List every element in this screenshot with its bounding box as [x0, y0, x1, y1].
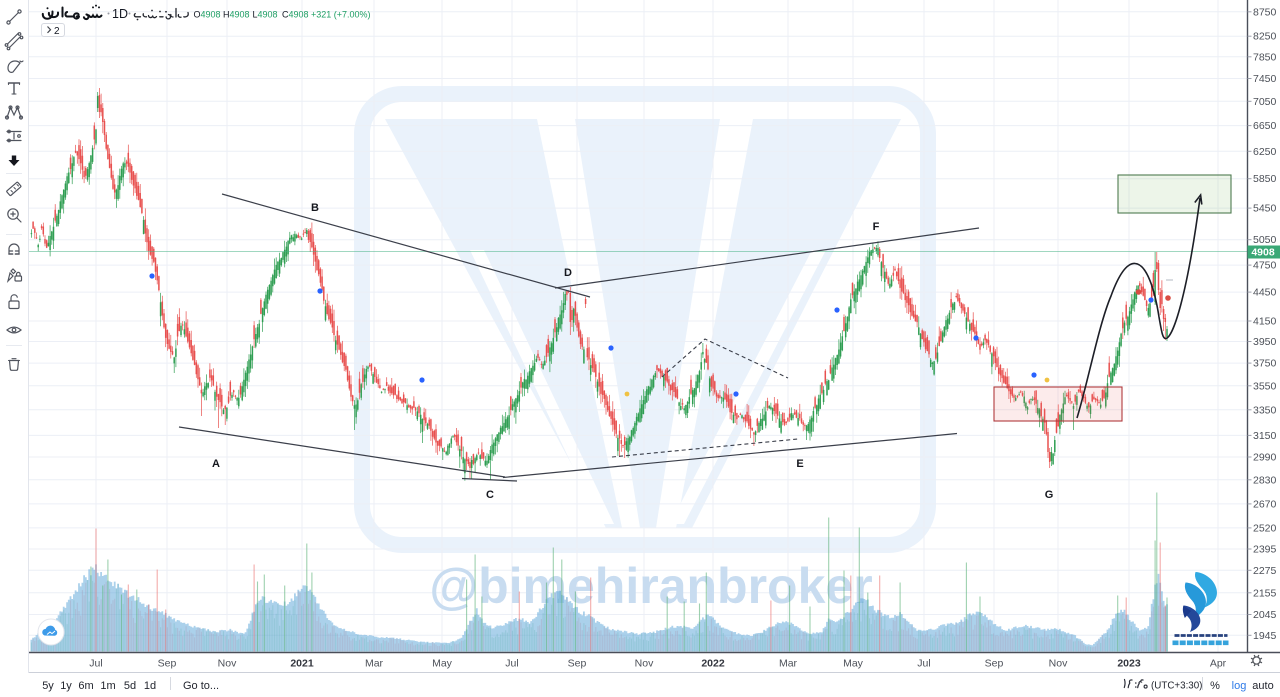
svg-text:5d: 5d — [124, 680, 136, 692]
svg-text:2520: 2520 — [1253, 522, 1277, 534]
svg-text:Mar: Mar — [779, 658, 798, 670]
svg-text:8250: 8250 — [1253, 31, 1277, 43]
svg-text:1945: 1945 — [1253, 630, 1277, 642]
svg-text:7850: 7850 — [1253, 51, 1277, 63]
svg-text:@bimehiranbroker: @bimehiranbroker — [429, 558, 872, 614]
svg-text:2670: 2670 — [1253, 498, 1277, 510]
svg-text:8750: 8750 — [1253, 6, 1277, 18]
svg-text:4908: 4908 — [1251, 247, 1275, 259]
svg-text:5y: 5y — [42, 680, 54, 692]
svg-text:1d: 1d — [144, 680, 156, 692]
svg-text:+321 (+7.00%): +321 (+7.00%) — [311, 9, 371, 19]
svg-text:2275: 2275 — [1253, 565, 1277, 577]
svg-text:5450: 5450 — [1253, 203, 1277, 215]
svg-text:Jul: Jul — [505, 658, 518, 670]
svg-text:Nov: Nov — [635, 658, 654, 670]
svg-text:log: log — [1232, 680, 1247, 692]
svg-text:1D: 1D — [112, 7, 128, 21]
svg-text:2990: 2990 — [1253, 452, 1277, 464]
svg-text:5050: 5050 — [1253, 234, 1277, 246]
svg-text:Apr: Apr — [1210, 658, 1227, 670]
svg-text:Mar: Mar — [365, 658, 384, 670]
svg-text:G: G — [1045, 489, 1054, 501]
svg-text:4150: 4150 — [1253, 316, 1277, 328]
svg-text:May: May — [843, 658, 864, 670]
svg-text:Sep: Sep — [158, 658, 177, 670]
svg-text:5850: 5850 — [1253, 173, 1277, 185]
svg-text:3150: 3150 — [1253, 430, 1277, 442]
svg-text:A: A — [212, 458, 220, 470]
svg-text:2830: 2830 — [1253, 474, 1277, 486]
svg-text:O4908: O4908 — [194, 9, 221, 19]
svg-text:E: E — [796, 458, 803, 470]
svg-text:Jul: Jul — [89, 658, 102, 670]
svg-text:Sep: Sep — [568, 658, 587, 670]
svg-text:6650: 6650 — [1253, 120, 1277, 132]
svg-text:Go to...: Go to... — [183, 680, 219, 692]
svg-text:Nov: Nov — [1049, 658, 1068, 670]
svg-text:2023: 2023 — [1117, 658, 1141, 670]
svg-text:2022: 2022 — [701, 658, 725, 670]
svg-text:1m: 1m — [100, 680, 115, 692]
svg-text:6m: 6m — [78, 680, 93, 692]
svg-text:Jul: Jul — [917, 658, 930, 670]
svg-text:2395: 2395 — [1253, 544, 1277, 556]
svg-text:1y: 1y — [60, 680, 72, 692]
svg-text:Nov: Nov — [218, 658, 237, 670]
svg-text:3950: 3950 — [1253, 336, 1277, 348]
svg-text:4750: 4750 — [1253, 260, 1277, 272]
svg-text:2045: 2045 — [1253, 609, 1277, 621]
svg-text:2: 2 — [54, 26, 60, 37]
svg-text:6250: 6250 — [1253, 146, 1277, 158]
svg-text:7450: 7450 — [1253, 73, 1277, 85]
svg-text:May: May — [432, 658, 453, 670]
svg-text:3550: 3550 — [1253, 380, 1277, 392]
svg-text:L4908: L4908 — [253, 9, 278, 19]
svg-text:2021: 2021 — [290, 658, 314, 670]
svg-text:3350: 3350 — [1253, 404, 1277, 416]
svg-text:B: B — [311, 202, 319, 214]
svg-text:2155: 2155 — [1253, 587, 1277, 599]
svg-text:C: C — [486, 489, 494, 501]
svg-text:H4908: H4908 — [223, 9, 250, 19]
svg-text:C4908: C4908 — [282, 9, 309, 19]
svg-text:D: D — [564, 267, 572, 279]
svg-text:F: F — [873, 221, 880, 233]
svg-text:3750: 3750 — [1253, 358, 1277, 370]
svg-text:7050: 7050 — [1253, 96, 1277, 108]
svg-text:auto: auto — [1252, 680, 1273, 692]
svg-text:4450: 4450 — [1253, 287, 1277, 299]
svg-text:Sep: Sep — [985, 658, 1004, 670]
svg-text:%: % — [1210, 680, 1220, 692]
svg-text:(UTC+3:30): (UTC+3:30) — [1151, 681, 1202, 692]
